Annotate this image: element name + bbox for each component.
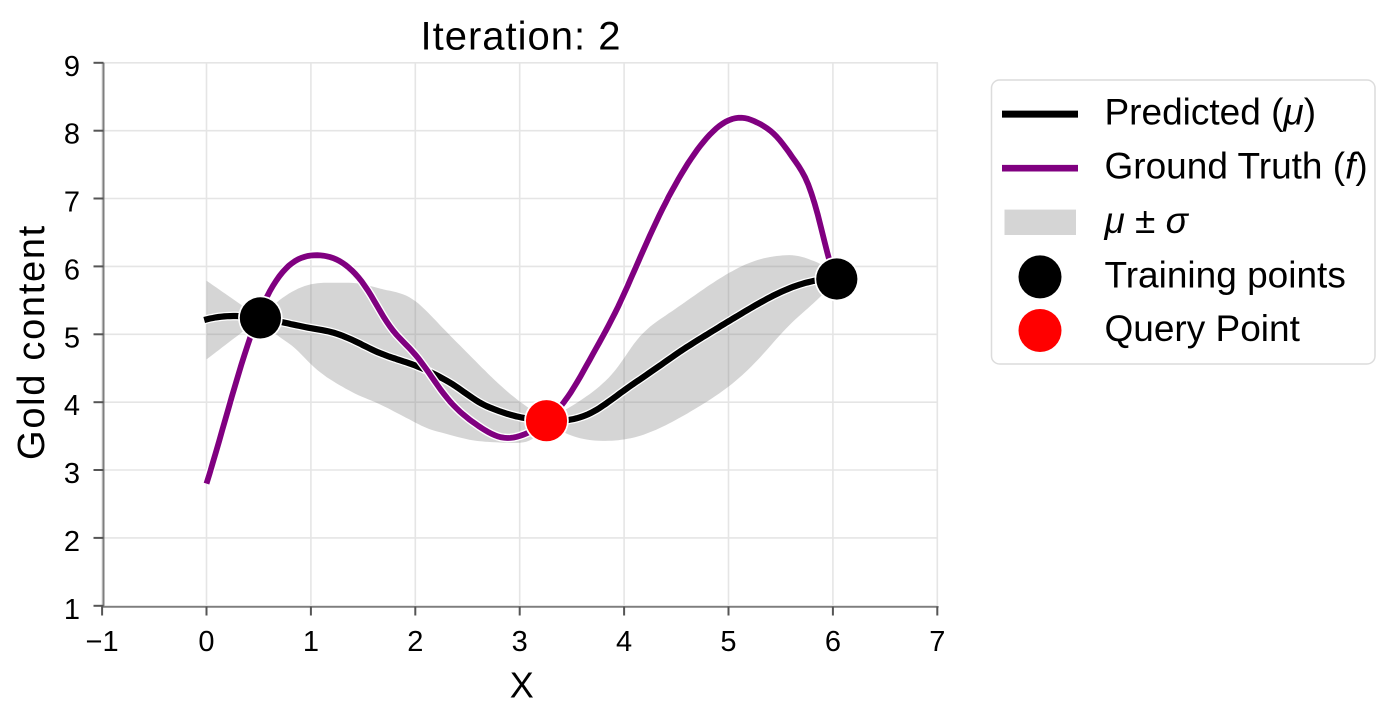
svg-text:5: 5 bbox=[720, 626, 736, 658]
svg-text:7: 7 bbox=[64, 187, 80, 219]
svg-text:Gold content: Gold content bbox=[11, 224, 53, 460]
svg-text:8: 8 bbox=[64, 119, 80, 151]
svg-text:4: 4 bbox=[64, 390, 80, 422]
svg-text:μ ± σ: μ ± σ bbox=[1104, 200, 1190, 241]
svg-text:3: 3 bbox=[512, 626, 528, 658]
svg-text:Query Point: Query Point bbox=[1105, 308, 1301, 349]
svg-text:Training points: Training points bbox=[1105, 254, 1346, 295]
svg-text:−1: −1 bbox=[86, 626, 119, 658]
svg-text:7: 7 bbox=[929, 626, 945, 658]
svg-text:X: X bbox=[510, 665, 534, 706]
svg-text:2: 2 bbox=[64, 526, 80, 558]
svg-text:2: 2 bbox=[407, 626, 423, 658]
svg-text:Ground Truth (f): Ground Truth (f) bbox=[1105, 146, 1368, 187]
svg-text:4: 4 bbox=[616, 626, 632, 658]
svg-text:1: 1 bbox=[64, 594, 80, 626]
svg-text:5: 5 bbox=[64, 322, 80, 354]
svg-text:6: 6 bbox=[64, 254, 80, 286]
svg-text:Predicted (μ): Predicted (μ) bbox=[1105, 92, 1317, 133]
svg-text:3: 3 bbox=[64, 458, 80, 490]
svg-text:0: 0 bbox=[198, 626, 214, 658]
svg-text:Iteration: 2: Iteration: 2 bbox=[420, 15, 621, 59]
svg-text:1: 1 bbox=[303, 626, 319, 658]
svg-text:6: 6 bbox=[825, 626, 841, 658]
svg-text:9: 9 bbox=[64, 51, 80, 83]
